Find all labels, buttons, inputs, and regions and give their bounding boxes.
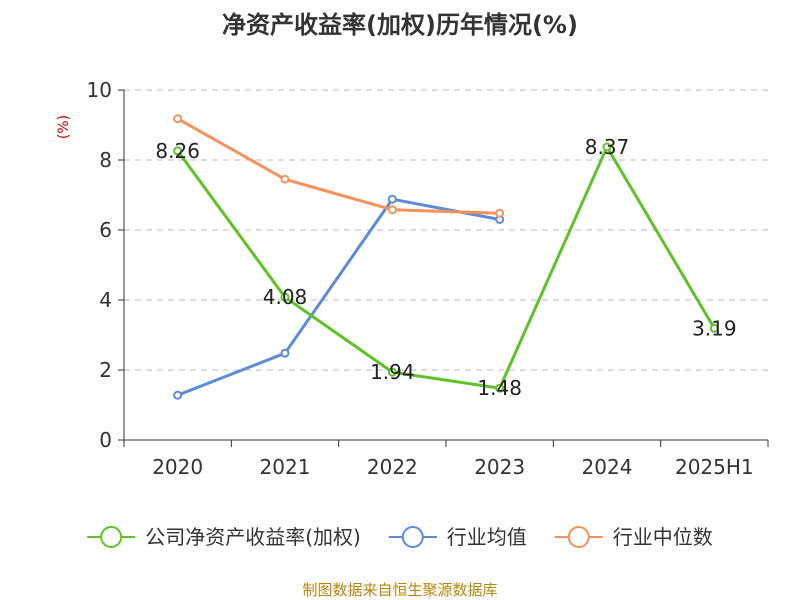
data-point[interactable] bbox=[173, 114, 183, 124]
legend-item[interactable]: 公司净资产收益率(加权) bbox=[87, 525, 361, 549]
legend-label: 行业均值 bbox=[447, 525, 527, 549]
data-label: 3.19 bbox=[692, 316, 737, 340]
series-1 bbox=[173, 194, 505, 400]
legend-marker-icon bbox=[100, 526, 123, 548]
data-point[interactable] bbox=[387, 205, 397, 215]
axes: 0 2 4 6 8 10 2020 2021 2022 2023 2024 2025H1 bbox=[87, 78, 769, 479]
series-line bbox=[176, 145, 716, 390]
data-label: 1.94 bbox=[370, 360, 415, 384]
data-point[interactable] bbox=[387, 194, 397, 204]
grid-lines bbox=[124, 89, 768, 371]
data-point[interactable] bbox=[280, 292, 290, 302]
series-line bbox=[177, 197, 500, 397]
y-tick-label: 6 bbox=[99, 218, 112, 242]
data-point[interactable] bbox=[173, 146, 183, 156]
x-tick-label: 2022 bbox=[367, 455, 418, 479]
x-tick-label: 2020 bbox=[152, 455, 203, 479]
data-label: 8.26 bbox=[155, 139, 200, 163]
data-point[interactable] bbox=[709, 323, 719, 333]
data-point[interactable] bbox=[387, 367, 397, 377]
legend-label: 公司净资产收益率(加权) bbox=[145, 525, 361, 549]
y-axis-label: (%) bbox=[56, 115, 72, 139]
data-label: 4.08 bbox=[263, 285, 308, 309]
data-point[interactable] bbox=[280, 348, 290, 358]
y-tick-label: 10 bbox=[87, 78, 112, 102]
footer-source: 制图数据来自恒生聚源数据库 bbox=[302, 581, 497, 599]
y-tick-label: 8 bbox=[99, 148, 112, 172]
legend-item[interactable]: 行业中位数 bbox=[554, 525, 713, 549]
data-point[interactable] bbox=[173, 390, 183, 400]
x-tick-label: 2021 bbox=[260, 455, 311, 479]
chart-title: 净资产收益率(加权)历年情况(%) bbox=[222, 11, 578, 39]
data-point[interactable] bbox=[602, 142, 612, 152]
legend[interactable]: 公司净资产收益率(加权) 行业均值 行业中位数 bbox=[87, 525, 713, 549]
series-layer: 8.26 4.08 1.94 1.48 8.37 3.19 bbox=[155, 114, 737, 400]
y-tick-label: 0 bbox=[99, 428, 112, 452]
legend-marker-icon bbox=[567, 526, 590, 548]
x-tick-label: 2024 bbox=[582, 455, 633, 479]
legend-marker-icon bbox=[401, 526, 424, 548]
series-2 bbox=[173, 114, 505, 218]
x-tick-label: 2025H1 bbox=[675, 455, 754, 479]
series-line bbox=[176, 117, 500, 215]
legend-label: 行业中位数 bbox=[613, 525, 713, 549]
series-0: 8.26 4.08 1.94 1.48 8.37 3.19 bbox=[155, 135, 736, 400]
data-point[interactable] bbox=[495, 208, 505, 218]
data-label: 1.48 bbox=[477, 376, 522, 400]
legend-item[interactable]: 行业均值 bbox=[388, 525, 527, 549]
data-point[interactable] bbox=[495, 383, 505, 393]
data-label: 8.37 bbox=[585, 135, 630, 159]
x-tick-label: 2023 bbox=[474, 455, 525, 479]
y-tick-label: 2 bbox=[99, 358, 112, 382]
data-point[interactable] bbox=[280, 174, 290, 184]
y-tick-label: 4 bbox=[99, 288, 112, 312]
